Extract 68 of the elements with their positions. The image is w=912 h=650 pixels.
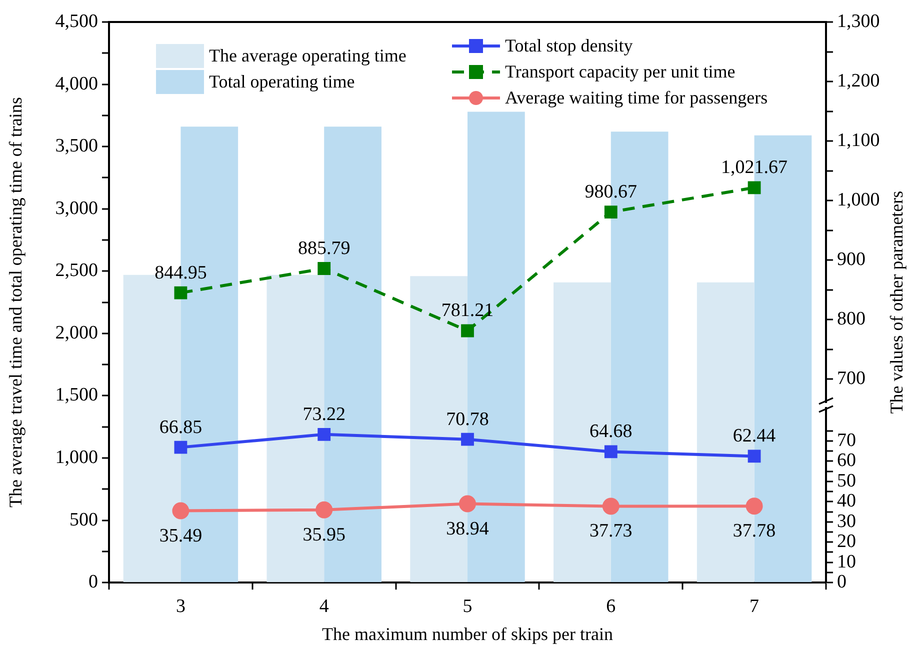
y-tick-label: 3,500 (55, 136, 98, 157)
data-label: 781.21 (441, 300, 494, 322)
data-label: 73.22 (302, 404, 346, 425)
x-axis-title: The maximum number of skips per train (322, 624, 613, 644)
point (748, 181, 761, 194)
y3-tick-label: 700 (837, 368, 866, 390)
y2-tick-label: 20 (837, 531, 856, 552)
data-label: 66.85 (159, 416, 202, 438)
y-tick-label: 0 (88, 572, 98, 593)
y-tick-label: 3,000 (55, 198, 98, 219)
data-label: 70.78 (446, 408, 489, 430)
data-label: 37.73 (590, 520, 632, 542)
data-label: 885.79 (298, 238, 350, 259)
point (602, 498, 620, 515)
point (318, 428, 331, 441)
data-label: 35.49 (159, 525, 202, 546)
y2-tick-label: 30 (837, 510, 856, 532)
point (174, 440, 188, 454)
y-tick-label: 2,500 (55, 260, 98, 282)
legend-label: Average waiting time for passengers (505, 88, 768, 108)
y2-tick-label: 70 (837, 430, 856, 451)
y-tick-label: 1,500 (55, 384, 98, 406)
x-tick-label: 3 (176, 596, 186, 617)
point (461, 324, 474, 338)
legend-label: Transport capacity per unit time (505, 62, 736, 82)
y2-tick-label: 60 (837, 450, 856, 472)
data-label: 62.44 (732, 426, 776, 447)
y3-tick-label: 1,200 (837, 70, 880, 92)
point (174, 286, 188, 300)
data-label: 1,021.67 (721, 157, 788, 178)
x-tick-label: 5 (462, 596, 472, 617)
y3-tick-label: 800 (837, 308, 866, 330)
y3-tick-label: 900 (837, 249, 866, 270)
legend-label: The average operating time (209, 46, 406, 66)
y-tick-label: 500 (70, 509, 98, 530)
x-tick-label: 4 (319, 596, 330, 617)
y3-tick-label: 1,300 (837, 10, 880, 32)
data-label: 980.67 (584, 182, 638, 203)
y3-tick-label: 1,000 (837, 190, 880, 211)
point (748, 450, 761, 463)
y-tick-label: 4,000 (55, 73, 98, 94)
point (172, 502, 190, 520)
point (604, 206, 618, 218)
data-label: 844.95 (154, 262, 207, 284)
x-tick-label: 6 (606, 596, 616, 617)
y-axis-title: The average travel time and total operating time of trains (6, 97, 26, 508)
data-label: 38.94 (446, 518, 490, 540)
y3-tick-label: 1,100 (837, 130, 880, 152)
y2-axis-title: The values of other parameters (886, 190, 907, 414)
y2-tick-label: 40 (837, 490, 856, 512)
point (316, 501, 333, 518)
y2-tick-label: 50 (837, 470, 856, 492)
y-tick-label: 1,000 (55, 447, 98, 468)
point (461, 432, 474, 446)
y2-tick-label: 10 (837, 551, 856, 572)
x-tick-label: 7 (750, 596, 760, 617)
point (604, 445, 618, 458)
data-label: 37.78 (732, 520, 776, 542)
point (459, 495, 476, 512)
point (318, 262, 331, 275)
y-tick-label: 2,000 (55, 322, 98, 344)
y-tick-label: 4,500 (55, 10, 98, 32)
data-label: 35.95 (302, 524, 346, 546)
point (746, 498, 763, 515)
legend-label: Total stop density (505, 36, 633, 56)
data-label: 64.68 (590, 421, 632, 442)
legend-label: Total operating time (209, 72, 355, 92)
y2-tick-label: 0 (837, 572, 846, 593)
